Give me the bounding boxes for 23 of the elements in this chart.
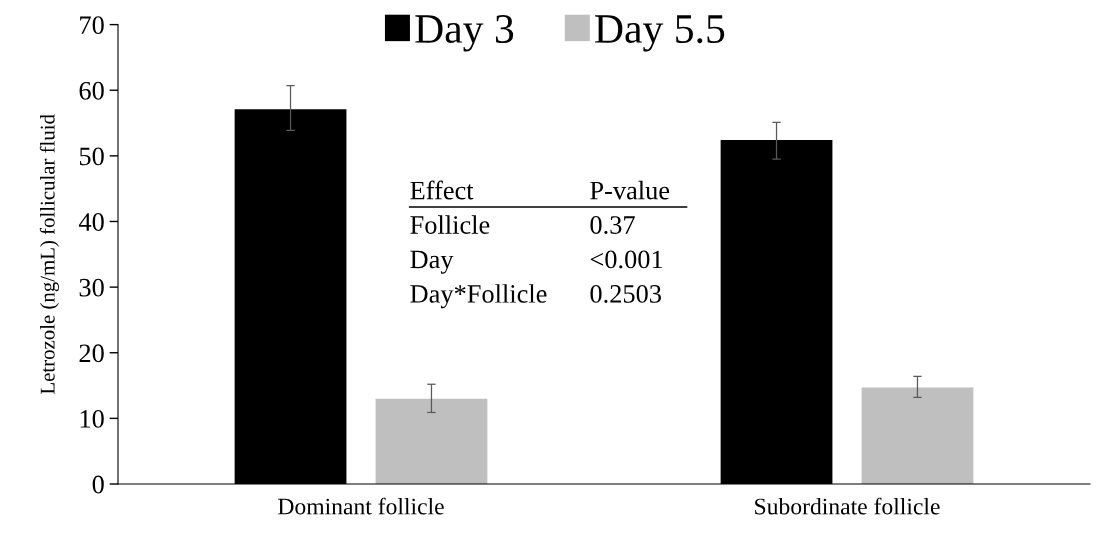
annotation: Day <box>410 250 454 274</box>
annotation: Day*Follicle <box>410 284 547 309</box>
annotation: P-value <box>590 180 670 200</box>
legend-label: Day 3 <box>415 15 514 52</box>
annotation: Effect <box>410 180 474 200</box>
y-tick-label: 20 <box>79 344 104 363</box>
bar <box>861 387 974 484</box>
annotation: 0.37 <box>590 216 635 234</box>
annotation: Follicle <box>410 215 490 234</box>
x-tick-label: Subordinate follicle <box>755 497 940 515</box>
x-tick-label: Dominant follicle <box>278 497 444 515</box>
y-tick-label: 70 <box>80 16 104 35</box>
annotation: <0.001 <box>590 250 663 269</box>
y-tick-label: 30 <box>79 278 104 297</box>
legend-label: Day 5.5 <box>595 15 725 52</box>
y-tick-label: 0 <box>92 475 104 494</box>
y-tick-label: 60 <box>79 81 104 100</box>
y-tick-label: 10 <box>80 409 104 428</box>
y-axis-title: Letrozole (ng/mL) follicular fluid <box>39 114 59 394</box>
y-tick-label: 50 <box>79 147 104 166</box>
annotation: 0.2503 <box>590 284 661 303</box>
y-tick-label: 40 <box>78 213 104 231</box>
bar <box>375 398 488 484</box>
